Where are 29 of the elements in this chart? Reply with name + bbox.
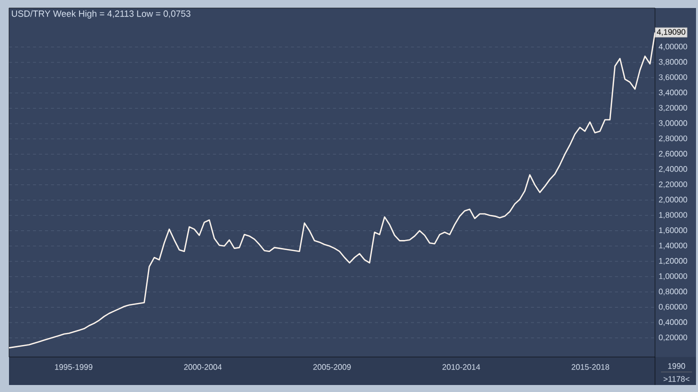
y-tick-label: 0,60000 (658, 304, 688, 311)
y-tick-label: 2,80000 (658, 136, 688, 142)
y-tick-label: 3,60000 (658, 74, 688, 81)
text: 1990 (668, 363, 686, 369)
text: 2015-2018 (572, 364, 610, 370)
y-tick-label: 3,40000 (658, 90, 688, 96)
y-tick-label: 1,00000 (659, 273, 688, 280)
annotation: 4,19090 (656, 29, 686, 36)
text: 2000-2004 (184, 364, 222, 370)
text: >1178< (664, 376, 690, 382)
y-tick-label: 2,00000 (658, 196, 688, 204)
chart-title: USD/TRY Week High = 4,2113 Low = 0,0753 (12, 10, 190, 19)
text: 2010-2014 (442, 364, 480, 370)
y-tick-label: 4,00000 (658, 44, 688, 50)
text: 2005-2009 (313, 364, 351, 370)
text: 1995-1999 (55, 364, 92, 370)
y-tick-label: 2,20000 (658, 181, 688, 188)
y-tick-label: 1,40000 (659, 242, 688, 250)
y-tick-label: 0,40000 (658, 319, 688, 326)
y-tick-label: 2,40000 (658, 166, 688, 173)
y-tick-label: 1,20000 (659, 258, 688, 265)
y-tick-label: 0,80000 (658, 288, 688, 296)
y-tick-label: 1,60000 (659, 227, 688, 234)
y-tick-label: 0,20000 (658, 334, 688, 342)
y-tick-label: 3,00000 (658, 120, 688, 127)
y-tick-label: 1,80000 (659, 212, 688, 219)
y-tick-label: 3,20000 (658, 104, 688, 112)
y-tick-label: 3,80000 (658, 59, 688, 66)
y-tick-label: 2,60000 (658, 150, 688, 158)
